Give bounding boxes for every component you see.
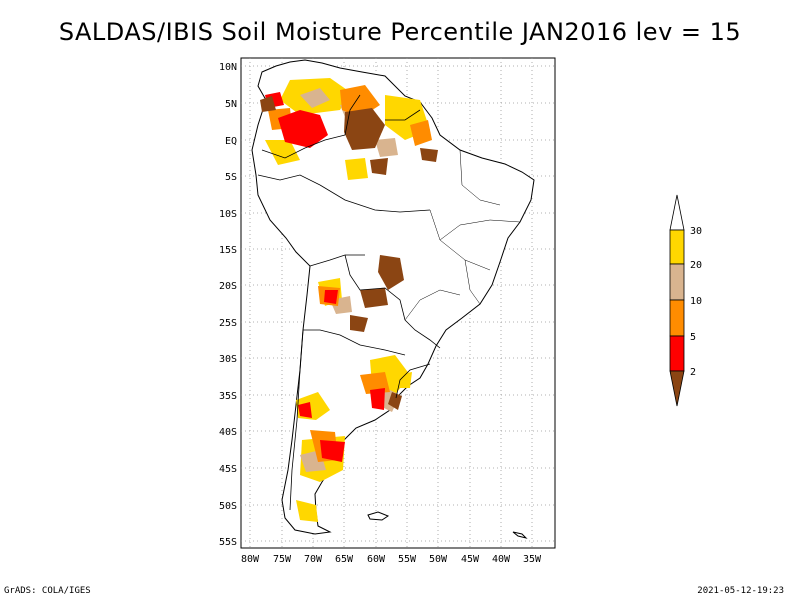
lon-label: 65W	[335, 554, 354, 565]
legend-label: 10	[690, 296, 702, 307]
lon-label: 55W	[398, 554, 417, 565]
map-title: SALDAS/IBIS Soil Moisture Percentile JAN…	[58, 18, 742, 46]
lat-label: 15S	[219, 245, 237, 256]
lon-label: 70W	[304, 554, 323, 565]
lon-label: 75W	[273, 554, 292, 565]
lon-label: 40W	[492, 554, 511, 565]
longitude-labels: 80W 75W 70W 65W 60W 55W 50W 45W 40W 35W	[241, 554, 542, 565]
latitude-labels: 10N 5N EQ 5S 10S 15S 20S 25S 30S 35S 40S…	[219, 62, 237, 548]
falkland-islands	[367, 511, 390, 521]
map-frame	[240, 57, 556, 549]
lat-label: 10S	[219, 209, 237, 220]
lat-label: 20S	[219, 281, 237, 292]
legend-label: 2	[690, 367, 696, 378]
lat-label: 45S	[219, 464, 237, 475]
state-borders	[404, 149, 521, 321]
country-borders	[257, 94, 441, 511]
legend-swatch-below2	[669, 370, 685, 407]
legend-swatch-20-30	[669, 229, 685, 265]
lat-label: 10N	[219, 62, 237, 73]
lat-label: 5S	[225, 172, 237, 183]
moisture-patches	[260, 78, 438, 522]
lon-label: 60W	[367, 554, 386, 565]
legend-label: 30	[690, 226, 702, 237]
lat-label: 30S	[219, 354, 237, 365]
lon-label: 35W	[523, 554, 542, 565]
footer-timestamp: 2021-05-12-19:23	[697, 586, 784, 596]
legend-swatch-2-5	[669, 335, 685, 372]
lat-label: 55S	[219, 537, 237, 548]
legend-label: 20	[690, 260, 702, 271]
color-legend	[669, 194, 685, 407]
lon-label: 80W	[241, 554, 260, 565]
lat-label: 40S	[219, 427, 237, 438]
lat-label: 35S	[219, 391, 237, 402]
lat-label: 5N	[225, 99, 237, 110]
legend-swatch-above30	[669, 194, 685, 231]
legend-label: 5	[690, 332, 696, 343]
lon-label: 50W	[429, 554, 448, 565]
lat-label: EQ	[225, 136, 237, 147]
island	[512, 531, 528, 539]
lat-label: 50S	[219, 501, 237, 512]
legend-swatch-10-20	[669, 263, 685, 301]
legend-labels: 30 20 10 5 2	[690, 226, 702, 378]
legend-swatch-5-10	[669, 299, 685, 337]
south-america-outline	[251, 59, 535, 535]
lat-label: 25S	[219, 318, 237, 329]
lon-label: 45W	[461, 554, 480, 565]
footer-credit: GrADS: COLA/IGES	[4, 586, 91, 596]
